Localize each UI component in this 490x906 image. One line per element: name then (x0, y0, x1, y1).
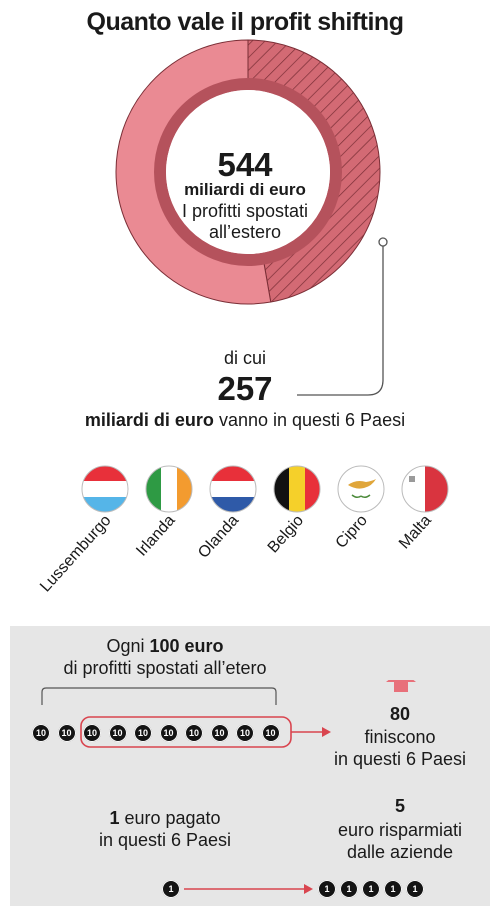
up-arrow-icon (386, 680, 416, 692)
coin-saved: 1 (384, 880, 402, 898)
cyprus-flag-icon (337, 465, 385, 513)
coin-saved: 1 (318, 880, 336, 898)
total-value: 544 (217, 146, 273, 183)
result-line-1: finiscono (364, 727, 436, 747)
donut-chart (115, 39, 388, 396)
belgium-flag-icon (273, 465, 321, 513)
bracket (41, 687, 277, 705)
subset-caption: miliardi di euro vanno in questi 6 Paesi (84, 410, 406, 430)
ireland-flag-icon (145, 465, 193, 513)
coin-highlighted: 10 (236, 724, 254, 742)
coin: 10 (32, 724, 50, 742)
coin-highlighted: 10 (185, 724, 203, 742)
coin-highlighted: 10 (261, 724, 280, 742)
result-value: 80 (389, 704, 411, 724)
saving-arrow (184, 884, 313, 894)
donut-inner-ring (154, 78, 342, 266)
result-line-2: in questi 6 Paesi (333, 749, 467, 769)
malta-flag-icon (401, 465, 449, 513)
coin-highlighted: 10 (159, 724, 178, 742)
coin-highlighted: 10 (108, 724, 127, 742)
every-line-2: di profitti spostati all’etero (63, 658, 267, 678)
coin-one: 1 (162, 880, 180, 898)
page-title: Quanto vale il profit shifting (86, 8, 404, 36)
coin: 10 (57, 724, 76, 742)
every-line-1: Ogni 100 euro (106, 636, 224, 656)
total-desc-2: all’estero (208, 222, 282, 242)
coin-highlighted: 10 (210, 724, 229, 742)
coin-highlighted: 10 (83, 724, 101, 742)
arrow-head (322, 727, 331, 737)
saved-value: 5 (394, 796, 405, 816)
total-desc-1: I profitti spostati (181, 201, 309, 221)
leader-dot (378, 237, 388, 247)
coin-saved: 1 (362, 880, 380, 898)
luxembourg-flag-icon (81, 465, 129, 513)
explainer-panel (10, 626, 490, 906)
paid-line-2: in questi 6 Paesi (98, 830, 232, 850)
arrow-head (304, 884, 313, 894)
subset-prefix: di cui (223, 348, 267, 368)
flags-row (81, 465, 449, 513)
netherlands-flag-icon (209, 465, 257, 513)
saved-line-2: dalle aziende (346, 842, 454, 862)
total-unit: miliardi di euro (184, 180, 306, 199)
coin-saved: 1 (406, 880, 424, 898)
paid-line-1: 1 euro pagato (109, 808, 221, 828)
donut-hole (166, 90, 330, 254)
coins-diagram (41, 680, 416, 748)
subset-value: 257 (217, 370, 273, 407)
coin-saved: 1 (340, 880, 358, 898)
leader-line (297, 242, 384, 396)
saved-line-1: euro risparmiati (337, 820, 463, 840)
coin-highlighted: 10 (134, 724, 152, 742)
